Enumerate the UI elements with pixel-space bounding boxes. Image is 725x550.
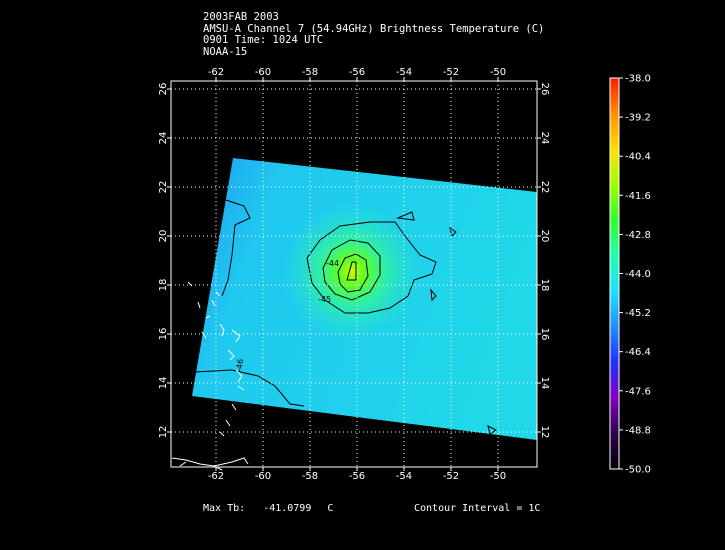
max-tb-unit: C bbox=[327, 503, 334, 514]
colorbar-ticks: -38.0 -39.2 -40.4 -41.6 -42.8 -44.0 -45.2 -46.4… bbox=[619, 74, 651, 476]
lat-tick-label-left: 12 bbox=[158, 426, 169, 439]
coastline-south-america bbox=[171, 457, 249, 471]
lat-tick-label-right: 12 bbox=[539, 426, 550, 439]
colorbar-tick-label: -42.8 bbox=[625, 230, 651, 241]
header-channel-line: AMSU-A Channel 7 (54.94GHz) Brightness T… bbox=[203, 22, 545, 35]
header-time-line: 0901 Time: 1024 UTC bbox=[203, 34, 324, 46]
contour-label-45: -45 bbox=[318, 295, 331, 304]
lat-tick-label-right: 24 bbox=[539, 132, 550, 145]
contour-middle bbox=[322, 239, 381, 301]
colorbar-tick-label: -48.8 bbox=[625, 425, 651, 436]
colorbar-tick-label: -45.2 bbox=[625, 308, 651, 319]
header-satellite-line: NOAA-15 bbox=[203, 45, 248, 58]
lat-tick-label-right: 16 bbox=[539, 328, 550, 341]
lat-tick-label-right: 18 bbox=[539, 279, 550, 292]
contour-ne-small bbox=[396, 211, 415, 221]
contour-e-small bbox=[449, 226, 457, 237]
contour-south bbox=[194, 369, 305, 407]
colorbar-tick-label: -40.4 bbox=[625, 152, 651, 163]
lat-tick-label-right: 20 bbox=[539, 230, 550, 243]
lat-tick-label-left: 20 bbox=[158, 230, 169, 243]
lat-tick-label-right: 22 bbox=[539, 181, 550, 194]
lon-tick-label-top: -50 bbox=[490, 67, 506, 78]
colorbar-tick-label: -38.0 bbox=[625, 74, 651, 85]
latitude-ticks-left: 12 14 16 18 20 22 24 26 bbox=[158, 83, 169, 439]
lat-tick-label-left: 26 bbox=[158, 83, 169, 96]
colorbar-tick-label: -44.0 bbox=[625, 269, 651, 280]
contour-outer bbox=[306, 221, 437, 314]
lon-tick-label-top: -52 bbox=[443, 67, 459, 78]
contour-west bbox=[221, 199, 251, 297]
max-tb-readout: Max Tb: -41.0799 C bbox=[203, 503, 333, 514]
lon-tick-label-top: -60 bbox=[255, 67, 271, 78]
colorbar-tick-label: -39.2 bbox=[625, 113, 651, 124]
lon-tick-label-bottom: -54 bbox=[396, 471, 412, 482]
lon-tick-label-bottom: -62 bbox=[208, 471, 224, 482]
contour-core bbox=[346, 261, 357, 281]
latitude-ticks-right: 12 14 16 18 20 22 24 26 bbox=[539, 83, 550, 439]
colorbar-tick-label: -46.4 bbox=[625, 347, 651, 358]
colorbar-tick-label: -41.6 bbox=[625, 191, 651, 202]
contour-inner bbox=[337, 253, 369, 293]
max-tb-label: Max Tb: bbox=[203, 503, 246, 514]
temperature-contours bbox=[194, 199, 497, 435]
contour-interval: Contour Interval = 1C bbox=[414, 503, 541, 514]
lon-tick-label-top: -56 bbox=[349, 67, 365, 78]
map-frame bbox=[170, 80, 538, 468]
lat-tick-label-left: 16 bbox=[158, 328, 169, 341]
header-storm-line: 2003FAB 2003 bbox=[203, 11, 279, 23]
lon-tick-label-bottom: -52 bbox=[443, 471, 459, 482]
colorbar bbox=[609, 77, 620, 470]
colorbar-tick-label: -47.6 bbox=[625, 386, 651, 397]
lon-tick-label-bottom: -50 bbox=[490, 471, 506, 482]
map-header: 2003FAB 2003 AMSU-A Channel 7 (54.94GHz)… bbox=[203, 11, 545, 58]
lon-tick-label-top: -54 bbox=[396, 67, 412, 78]
lon-tick-label-top: -58 bbox=[302, 67, 318, 78]
lat-lon-grid bbox=[167, 77, 541, 471]
lon-tick-label-bottom: -60 bbox=[255, 471, 271, 482]
contour-se-small bbox=[487, 425, 497, 435]
lat-tick-label-right: 26 bbox=[539, 83, 550, 96]
lon-tick-label-bottom: -56 bbox=[349, 471, 365, 482]
lat-tick-label-left: 22 bbox=[158, 181, 169, 194]
lon-tick-label-bottom: -58 bbox=[302, 471, 318, 482]
coastline-caribbean-islands bbox=[187, 281, 245, 437]
contour-label-46: -46 bbox=[234, 358, 245, 372]
contour-e2-small bbox=[430, 288, 437, 302]
longitude-ticks-bottom: -62 -60 -58 -56 -54 -52 -50 bbox=[208, 471, 506, 482]
contour-labels: -44 -45 -46 bbox=[234, 259, 339, 373]
max-tb-value: -41.0799 bbox=[263, 503, 312, 514]
colorbar-tick-label: -50.0 bbox=[625, 465, 651, 476]
lon-tick-label-top: -62 bbox=[208, 67, 224, 78]
lat-tick-label-right: 14 bbox=[539, 377, 550, 390]
warm-core-anomaly bbox=[192, 158, 537, 440]
longitude-ticks-top: -62 -60 -58 -56 -54 -52 -50 bbox=[208, 67, 506, 78]
lat-tick-label-left: 14 bbox=[158, 377, 169, 390]
lat-tick-label-left: 24 bbox=[158, 132, 169, 145]
contour-label-44: -44 bbox=[326, 259, 339, 268]
lat-tick-label-left: 18 bbox=[158, 279, 169, 292]
